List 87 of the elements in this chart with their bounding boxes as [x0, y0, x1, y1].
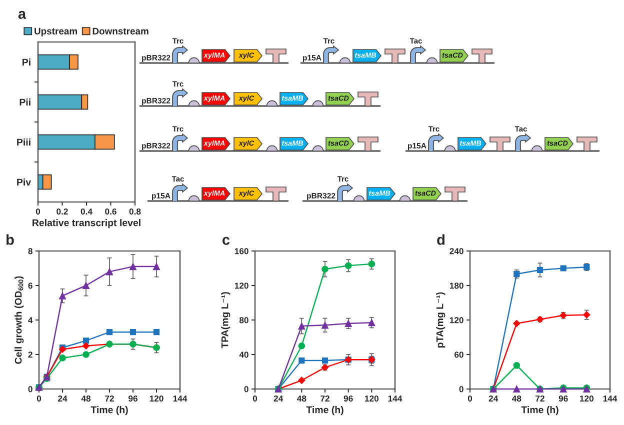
- y-tick-label: 0: [28, 386, 32, 392]
- point: [298, 357, 305, 364]
- y-tick-label: 8: [28, 248, 32, 254]
- chart-title: b: [6, 234, 14, 245]
- chart-title: a: [18, 10, 26, 19]
- y-tick-label: 240: [450, 248, 464, 254]
- x-tick-label: 144: [173, 396, 188, 402]
- y-tick-label: 2: [28, 352, 32, 358]
- x-axis-title: Relative transcript level: [32, 219, 140, 228]
- y-tick-label: 0: [459, 386, 464, 392]
- y-tick-label: 160: [234, 248, 248, 254]
- chart-title: c: [222, 236, 230, 245]
- x-tick-label: 96: [344, 395, 353, 402]
- x-tick-label: 72: [320, 395, 330, 402]
- point: [130, 329, 136, 336]
- x-tick-label: 0: [36, 208, 40, 215]
- point: [513, 320, 520, 328]
- point: [82, 351, 90, 358]
- point: [106, 329, 113, 336]
- y-axis-title: pTA(mg L⁻¹): [436, 292, 446, 348]
- x-tick-label: 96: [128, 395, 138, 402]
- point: [560, 265, 566, 272]
- y-tick-label: 60: [454, 352, 464, 358]
- point: [153, 329, 160, 336]
- x-tick-label: 72: [536, 395, 544, 402]
- y-tick-label: 80: [239, 317, 248, 324]
- y-tick-label: 180: [450, 282, 464, 289]
- point: [368, 319, 376, 326]
- point: [82, 338, 90, 344]
- point: [368, 260, 376, 268]
- x-axis-title: Time (h): [521, 406, 558, 416]
- point: [58, 292, 66, 300]
- point: [152, 262, 160, 270]
- y-tick-label: 0: [244, 386, 248, 392]
- point: [298, 342, 306, 350]
- x-tick-label: 120: [365, 395, 378, 402]
- x-tick-label: 0.4: [80, 208, 92, 215]
- y-axis-title: Cell growth (OD$_{600}$): [14, 276, 24, 364]
- x-tick-label: 144: [388, 396, 402, 402]
- y-tick-label: 120: [450, 317, 464, 324]
- point: [344, 262, 352, 270]
- x-tick-label: 0: [468, 395, 472, 402]
- point: [344, 320, 352, 327]
- point: [106, 268, 114, 276]
- x-tick-label: 72: [105, 395, 114, 402]
- y-tick-label: Pi: [22, 58, 30, 66]
- y-tick-label: 120: [234, 282, 248, 289]
- x-tick-label: 120: [580, 395, 594, 402]
- point: [298, 376, 306, 384]
- y-tick-label: Pii: [20, 98, 30, 106]
- y-axis-title: TPA(mg L⁻¹): [221, 292, 230, 348]
- x-tick-label: 24: [274, 395, 284, 402]
- point: [322, 357, 328, 364]
- chart-title: d: [437, 234, 444, 245]
- x-axis-title: Time (h): [90, 406, 128, 416]
- x-tick-label: 48: [512, 395, 522, 402]
- point: [322, 266, 328, 273]
- point: [536, 266, 544, 274]
- x-tick-label: 0.8: [129, 208, 141, 215]
- point: [513, 385, 520, 393]
- x-tick-label: 0.6: [105, 208, 116, 215]
- point: [82, 282, 90, 290]
- point: [513, 362, 520, 369]
- y-tick-label: Piii: [17, 138, 30, 146]
- x-tick-label: 96: [558, 395, 568, 402]
- x-tick-label: 0: [36, 395, 42, 402]
- y-tick-label: 6: [28, 282, 32, 289]
- x-tick-label: 0.2: [56, 208, 68, 215]
- legend-label: Downstream: [92, 28, 148, 34]
- y-tick-label: Piv: [17, 178, 32, 186]
- point: [321, 322, 329, 329]
- x-tick-label: 24: [58, 395, 68, 402]
- x-tick-label: 144: [603, 396, 618, 402]
- y-tick-label: 40: [239, 352, 248, 358]
- x-tick-label: 120: [150, 395, 164, 402]
- x-tick-label: 0: [252, 395, 258, 402]
- point: [129, 262, 137, 270]
- x-tick-label: 24: [488, 395, 498, 402]
- legend-label: Upstream: [34, 28, 77, 36]
- y-tick-label: 4: [28, 317, 33, 324]
- point: [59, 354, 66, 362]
- x-tick-label: 48: [81, 395, 91, 402]
- x-axis-title: Time (h): [306, 406, 344, 416]
- point: [298, 322, 306, 330]
- point: [82, 342, 90, 350]
- bar: [42, 174, 52, 190]
- x-tick-label: 48: [297, 395, 306, 402]
